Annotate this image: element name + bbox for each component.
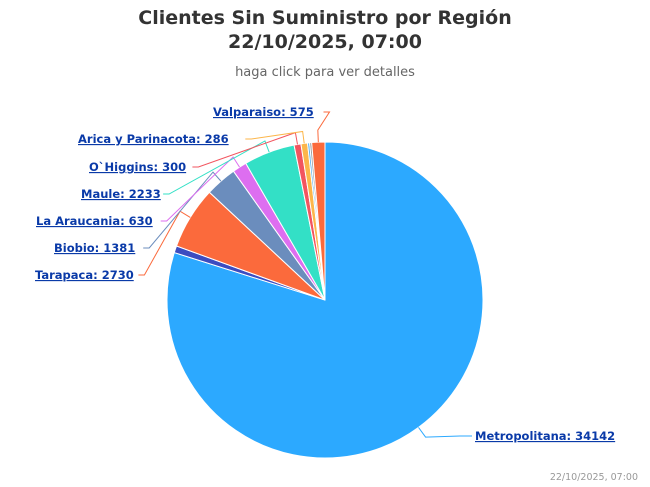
pie-slices xyxy=(166,141,484,459)
credits-timestamp: 22/10/2025, 07:00 xyxy=(549,472,638,483)
data-label-arica-y-parinacota[interactable]: Arica y Parinacota: 286 xyxy=(78,132,229,146)
data-label-maule[interactable]: Maule: 2233 xyxy=(81,187,161,201)
connector-o-higgins xyxy=(192,131,298,168)
chart-title: Clientes Sin Suministro por Región 22/10… xyxy=(0,6,650,54)
data-label-biobio[interactable]: Biobio: 1381 xyxy=(54,241,135,255)
pie-slice-valparaiso[interactable] xyxy=(311,141,326,301)
connector-la-araucania xyxy=(160,156,240,222)
chart-subtitle: haga click para ver detalles xyxy=(235,65,415,80)
data-label-valparaiso[interactable]: Valparaiso: 575 xyxy=(213,105,314,119)
data-labels: Metropolitana: 34142 Tarapaca: 2730 Biobio… xyxy=(35,105,615,443)
data-label-tarapaca[interactable]: Tarapaca: 2730 xyxy=(35,268,134,282)
connector-metropolitana xyxy=(418,427,472,438)
data-label-o-higgins[interactable]: O`Higgins: 300 xyxy=(89,160,186,174)
chart-title-line1: Clientes Sin Suministro por Región xyxy=(138,7,512,29)
data-label-metropolitana[interactable]: Metropolitana: 34142 xyxy=(475,429,615,443)
connector-biobio xyxy=(143,171,222,249)
chart-title-line2: 22/10/2025, 07:00 xyxy=(228,31,422,53)
connector-maule xyxy=(163,140,270,195)
data-label-la-araucania[interactable]: La Araucania: 630 xyxy=(36,214,153,228)
connector-valparaiso xyxy=(317,111,331,143)
connector-arica-y-parinacota xyxy=(245,130,305,144)
label-connectors xyxy=(138,111,472,438)
connector-tarapaca xyxy=(138,210,191,276)
